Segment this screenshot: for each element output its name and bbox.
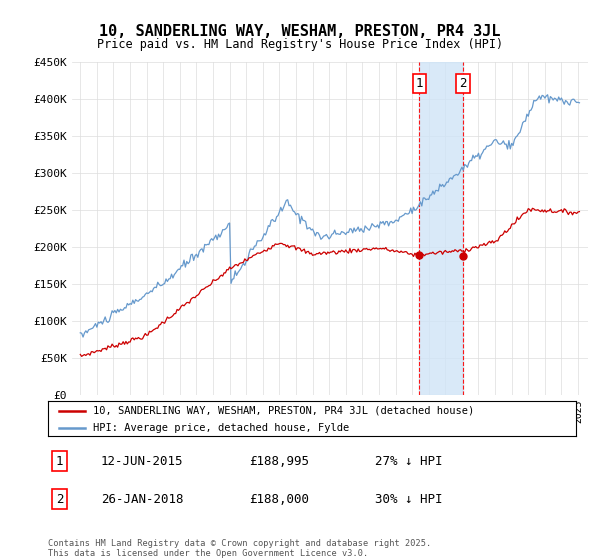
Text: 10, SANDERLING WAY, WESHAM, PRESTON, PR4 3JL (detached house): 10, SANDERLING WAY, WESHAM, PRESTON, PR4… bbox=[93, 405, 474, 416]
Text: Contains HM Land Registry data © Crown copyright and database right 2025.
This d: Contains HM Land Registry data © Crown c… bbox=[48, 539, 431, 558]
Bar bbox=[419, 62, 463, 395]
Text: HPI: Average price, detached house, Fylde: HPI: Average price, detached house, Fyld… bbox=[93, 423, 349, 433]
Text: 1: 1 bbox=[416, 77, 423, 90]
Text: 12-JUN-2015: 12-JUN-2015 bbox=[101, 455, 184, 468]
Text: £188,000: £188,000 bbox=[248, 493, 308, 506]
Text: £188,995: £188,995 bbox=[248, 455, 308, 468]
Text: 1: 1 bbox=[56, 455, 64, 468]
Text: 2: 2 bbox=[460, 77, 467, 90]
Text: 10, SANDERLING WAY, WESHAM, PRESTON, PR4 3JL: 10, SANDERLING WAY, WESHAM, PRESTON, PR4… bbox=[99, 24, 501, 39]
Text: 2: 2 bbox=[56, 493, 64, 506]
Text: 27% ↓ HPI: 27% ↓ HPI bbox=[376, 455, 443, 468]
Text: Price paid vs. HM Land Registry's House Price Index (HPI): Price paid vs. HM Land Registry's House … bbox=[97, 38, 503, 51]
Text: 30% ↓ HPI: 30% ↓ HPI bbox=[376, 493, 443, 506]
Text: 26-JAN-2018: 26-JAN-2018 bbox=[101, 493, 184, 506]
